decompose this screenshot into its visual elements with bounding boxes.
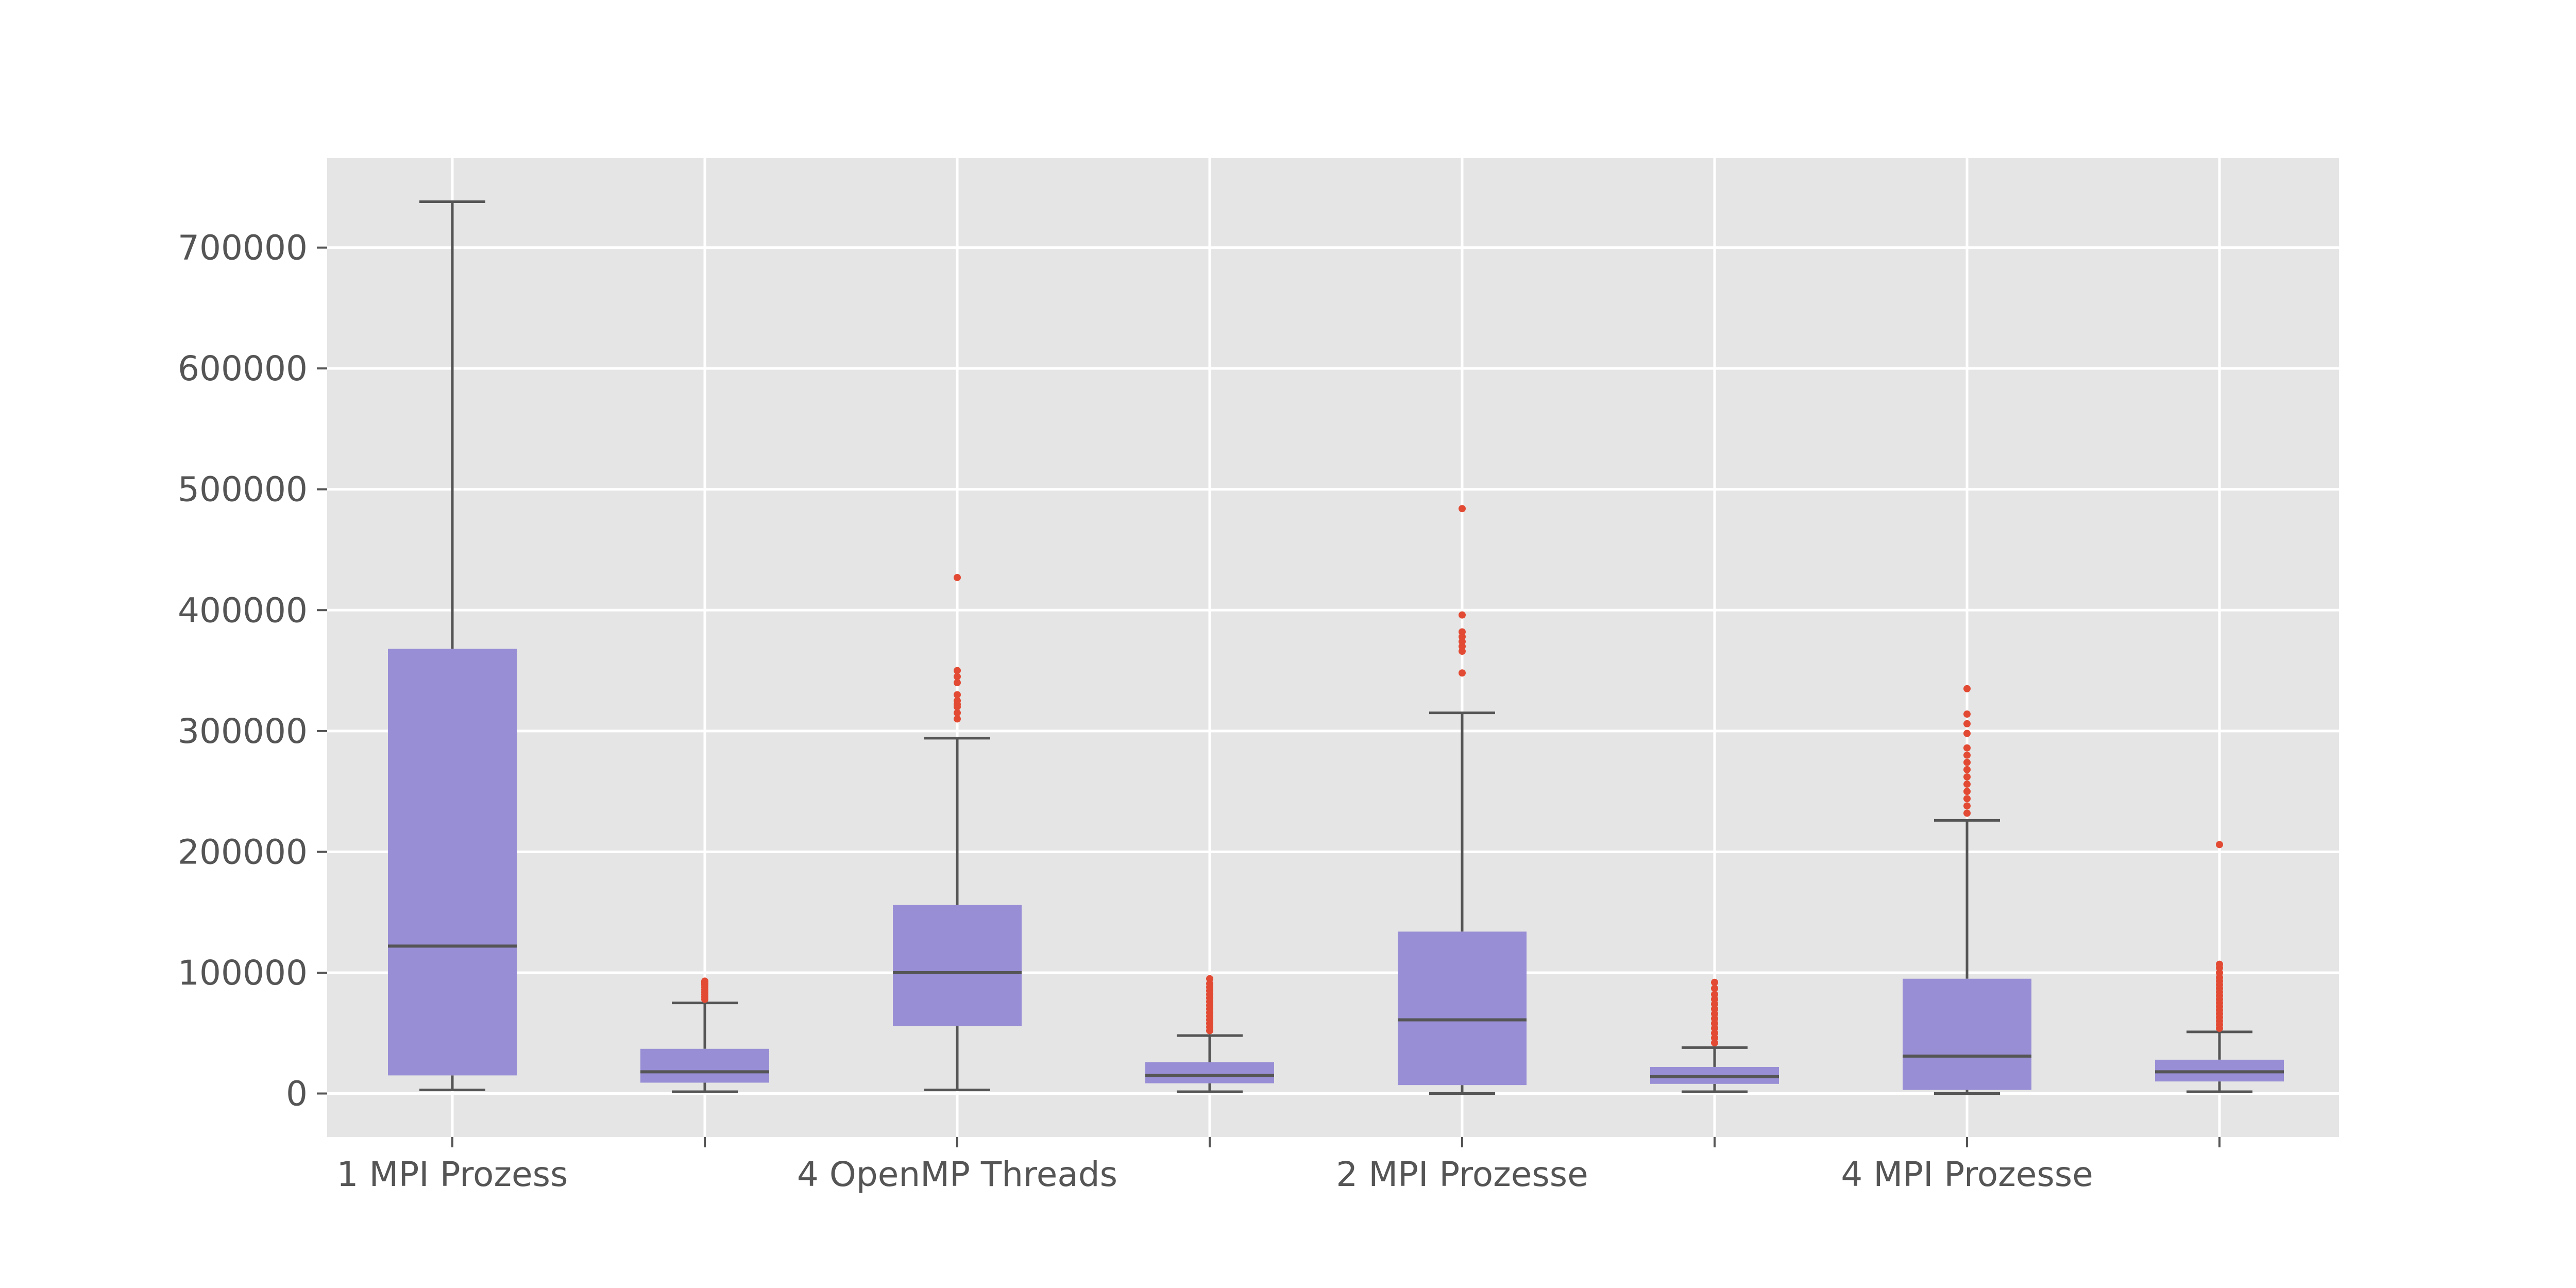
- box-iqr: [1145, 1062, 1274, 1083]
- x-tick-label: 4 MPI Prozesse: [1841, 1155, 2093, 1194]
- x-tick-label: 2 MPI Prozesse: [1336, 1155, 1588, 1194]
- outlier-point: [1963, 809, 1971, 817]
- box-iqr: [1903, 978, 2031, 1090]
- outlier-point: [1711, 978, 1718, 986]
- y-tick-label: 200000: [178, 832, 308, 872]
- y-tick-label: 0: [286, 1074, 308, 1114]
- outlier-point: [1963, 685, 1971, 692]
- outlier-point: [1459, 669, 1466, 677]
- outlier-point: [1963, 788, 1971, 795]
- outlier-point: [954, 679, 961, 687]
- y-tick-label: 500000: [178, 470, 308, 510]
- outlier-point: [1963, 795, 1971, 803]
- y-tick-label: 300000: [178, 711, 308, 751]
- outlier-point: [1711, 991, 1718, 998]
- outlier-point: [954, 667, 961, 674]
- outlier-point: [954, 715, 961, 723]
- y-tick-label: 100000: [178, 953, 308, 993]
- box-iqr: [388, 649, 517, 1076]
- outlier-point: [1963, 766, 1971, 773]
- outlier-point: [1963, 730, 1971, 737]
- box-iqr: [893, 905, 1022, 1026]
- plot-area: [327, 158, 2339, 1137]
- outlier-point: [954, 673, 961, 681]
- box-6: [1650, 978, 1779, 1093]
- outlier-point: [1711, 985, 1718, 992]
- outlier-point: [1963, 710, 1971, 718]
- box-1: [388, 200, 517, 1092]
- outlier-point: [1963, 744, 1971, 752]
- outlier-point: [701, 977, 708, 985]
- y-tick-label: 700000: [178, 228, 308, 268]
- y-tick-label: 600000: [178, 349, 308, 388]
- box-iqr: [640, 1048, 769, 1083]
- outlier-point: [1963, 773, 1971, 781]
- box-2: [640, 977, 769, 1093]
- y-axis-tick-labels: 0 100000 200000 300000 400000 500000 600000 700…: [178, 228, 308, 1114]
- outlier-point: [1963, 720, 1971, 727]
- box-series: [388, 200, 2284, 1095]
- outlier-point: [2216, 960, 2223, 968]
- outlier-point: [1459, 611, 1466, 619]
- box-5: [1398, 505, 1527, 1095]
- outlier-point: [1963, 802, 1971, 810]
- x-tick-label: 4 OpenMP Threads: [797, 1155, 1117, 1194]
- outlier-point: [2216, 841, 2223, 849]
- outlier-point: [1459, 628, 1466, 636]
- y-tick-label: 400000: [178, 590, 308, 630]
- outlier-point: [1963, 781, 1971, 788]
- outlier-point: [954, 709, 961, 717]
- box-3: [893, 573, 1022, 1092]
- axis-ticks: [317, 246, 2221, 1147]
- x-axis-tick-labels: 1 MPI Prozess 4 OpenMP Threads 2 MPI Proze…: [337, 1155, 2093, 1194]
- box-7: [1903, 685, 2031, 1095]
- box-iqr: [1398, 931, 1527, 1086]
- outlier-point: [1459, 505, 1466, 513]
- outlier-point: [954, 573, 961, 581]
- box-8: [2155, 841, 2284, 1093]
- outlier-point: [1206, 975, 1213, 982]
- outlier-point: [954, 691, 961, 699]
- box-4: [1145, 975, 1274, 1093]
- outlier-point: [954, 697, 961, 705]
- x-tick-label: 1 MPI Prozess: [337, 1155, 568, 1194]
- outlier-point: [1963, 751, 1971, 759]
- outlier-point: [1963, 758, 1971, 766]
